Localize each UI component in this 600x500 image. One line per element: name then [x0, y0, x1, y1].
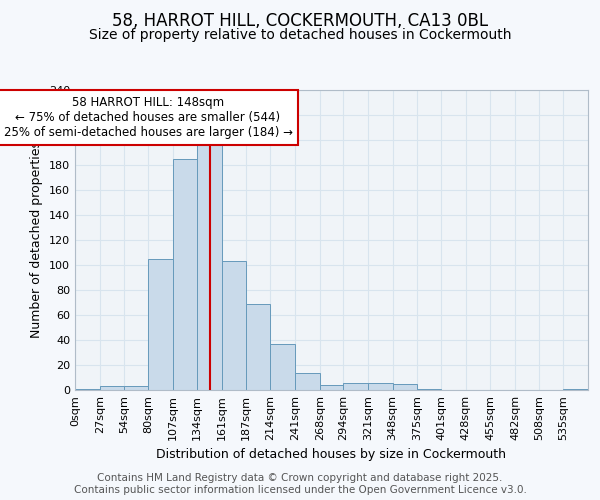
Bar	[245, 304, 271, 390]
Bar	[124, 386, 148, 390]
Y-axis label: Number of detached properties: Number of detached properties	[31, 142, 43, 338]
Text: 58, HARROT HILL, COCKERMOUTH, CA13 0BL: 58, HARROT HILL, COCKERMOUTH, CA13 0BL	[112, 12, 488, 30]
Bar	[100, 386, 124, 390]
Bar	[148, 259, 173, 390]
Bar	[75, 389, 100, 390]
Text: Contains HM Land Registry data © Crown copyright and database right 2025.
Contai: Contains HM Land Registry data © Crown c…	[74, 474, 526, 495]
Bar	[295, 372, 320, 390]
Bar	[222, 261, 245, 390]
Text: 58 HARROT HILL: 148sqm
← 75% of detached houses are smaller (544)
25% of semi-de: 58 HARROT HILL: 148sqm ← 75% of detached…	[4, 96, 293, 139]
Bar	[271, 344, 295, 390]
Bar	[418, 389, 441, 390]
Bar	[368, 382, 392, 390]
Text: Size of property relative to detached houses in Cockermouth: Size of property relative to detached ho…	[89, 28, 511, 42]
X-axis label: Distribution of detached houses by size in Cockermouth: Distribution of detached houses by size …	[157, 448, 506, 462]
Bar	[320, 385, 343, 390]
Bar	[563, 389, 588, 390]
Bar	[173, 159, 197, 390]
Bar	[197, 140, 222, 390]
Bar	[343, 382, 368, 390]
Bar	[392, 384, 418, 390]
